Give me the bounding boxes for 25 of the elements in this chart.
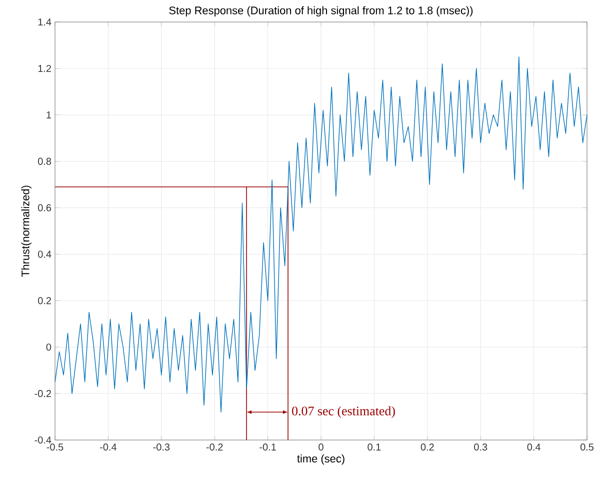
y-tick-label: 1.2 <box>38 64 51 72</box>
x-tick-label: 0.1 <box>368 444 381 451</box>
x-tick-label: -0.5 <box>46 444 64 451</box>
x-tick-label: 0.2 <box>420 444 434 451</box>
y-tick-label: 0.2 <box>38 297 51 304</box>
chart-title: Step Response (Duration of high signal from 1.2 to 1.8 (msec)) <box>169 6 473 16</box>
y-tick-label: -0.4 <box>34 436 52 444</box>
y-tick-label: 0.8 <box>38 158 52 165</box>
x-tick-label: -0.3 <box>153 444 170 451</box>
y-tick-label: -0.2 <box>34 390 51 398</box>
x-tick-label: 0.3 <box>474 444 488 451</box>
x-tick-label: -0.2 <box>206 444 223 451</box>
y-axis-title: Thrust(normalized) <box>21 186 32 277</box>
y-tick-label: 1.4 <box>38 18 52 26</box>
x-tick-label: -0.4 <box>100 444 116 451</box>
y-tick-label: 0.6 <box>38 204 52 212</box>
x-tick-label: 0 <box>318 444 324 451</box>
annotation: 0.07 sec (estimated) <box>292 406 395 418</box>
y-tick-label: 0 <box>46 344 52 351</box>
y-tick-label: 0.4 <box>38 250 52 258</box>
y-tick-label: 1 <box>46 111 51 118</box>
x-tick-label: 0.4 <box>527 444 540 451</box>
x-tick-label: 0.5 <box>580 444 594 451</box>
x-axis-title: time (sec) <box>297 454 344 465</box>
x-tick-label: -0.1 <box>260 444 276 451</box>
